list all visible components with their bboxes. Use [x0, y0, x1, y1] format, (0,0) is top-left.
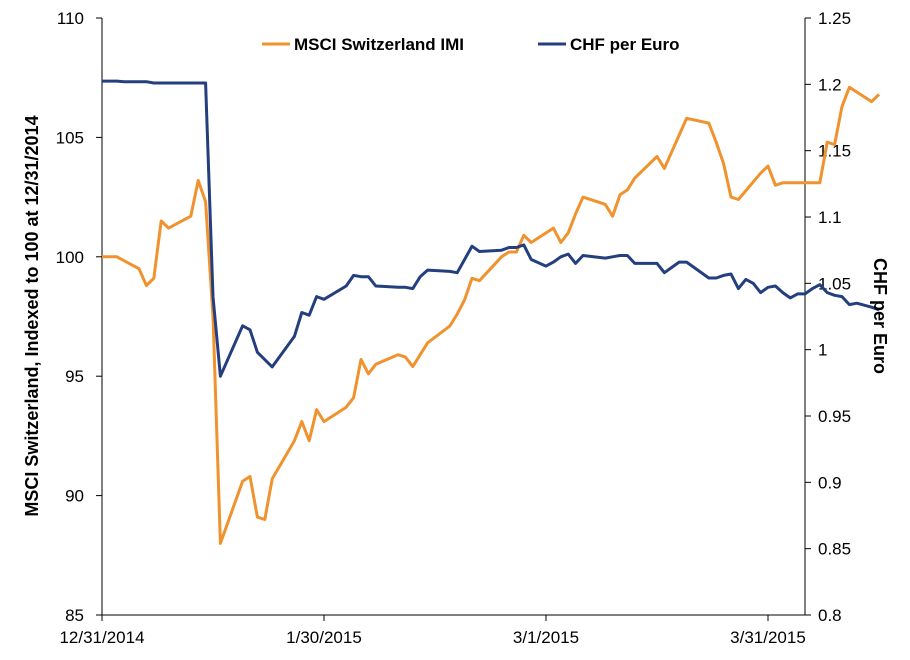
legend-label-chf: CHF per Euro — [570, 35, 680, 54]
x-tick-label: 3/1/2015 — [513, 628, 579, 647]
legend-label-msci: MSCI Switzerland IMI — [294, 35, 464, 54]
right-tick-label: 1.1 — [818, 208, 842, 227]
right-tick-label: 1.05 — [818, 274, 851, 293]
left-tick-label: 105 — [56, 128, 84, 147]
left-tick-label: 100 — [56, 248, 84, 267]
right-tick-label: 1.2 — [818, 75, 842, 94]
series-line-chf — [102, 79, 880, 378]
right-tick-label: 1 — [818, 341, 827, 360]
left-tick-label: 110 — [57, 9, 84, 28]
right-tick-label: 0.95 — [818, 407, 851, 426]
right-tick-label: 0.8 — [818, 606, 842, 625]
right-tick-label: 0.9 — [818, 473, 842, 492]
series-layer — [102, 79, 881, 545]
axes: 8590951001051100.80.850.90.9511.051.11.1… — [56, 9, 851, 647]
left-tick-label: 85 — [65, 606, 84, 625]
right-tick-label: 1.25 — [818, 9, 851, 28]
series-line-msci — [102, 85, 881, 545]
x-tick-label: 12/31/2014 — [59, 628, 144, 647]
legend: MSCI Switzerland IMI CHF per Euro — [262, 35, 680, 54]
x-tick-label: 3/31/2015 — [730, 628, 806, 647]
left-tick-label: 90 — [65, 487, 84, 506]
left-axis-title: MSCI Switzerland, Indexed to 100 at 12/3… — [22, 115, 42, 516]
right-tick-label: 0.85 — [818, 540, 851, 559]
x-tick-label: 1/30/2015 — [286, 628, 362, 647]
left-tick-label: 95 — [65, 367, 84, 386]
right-axis-title: CHF per Euro — [870, 258, 890, 374]
